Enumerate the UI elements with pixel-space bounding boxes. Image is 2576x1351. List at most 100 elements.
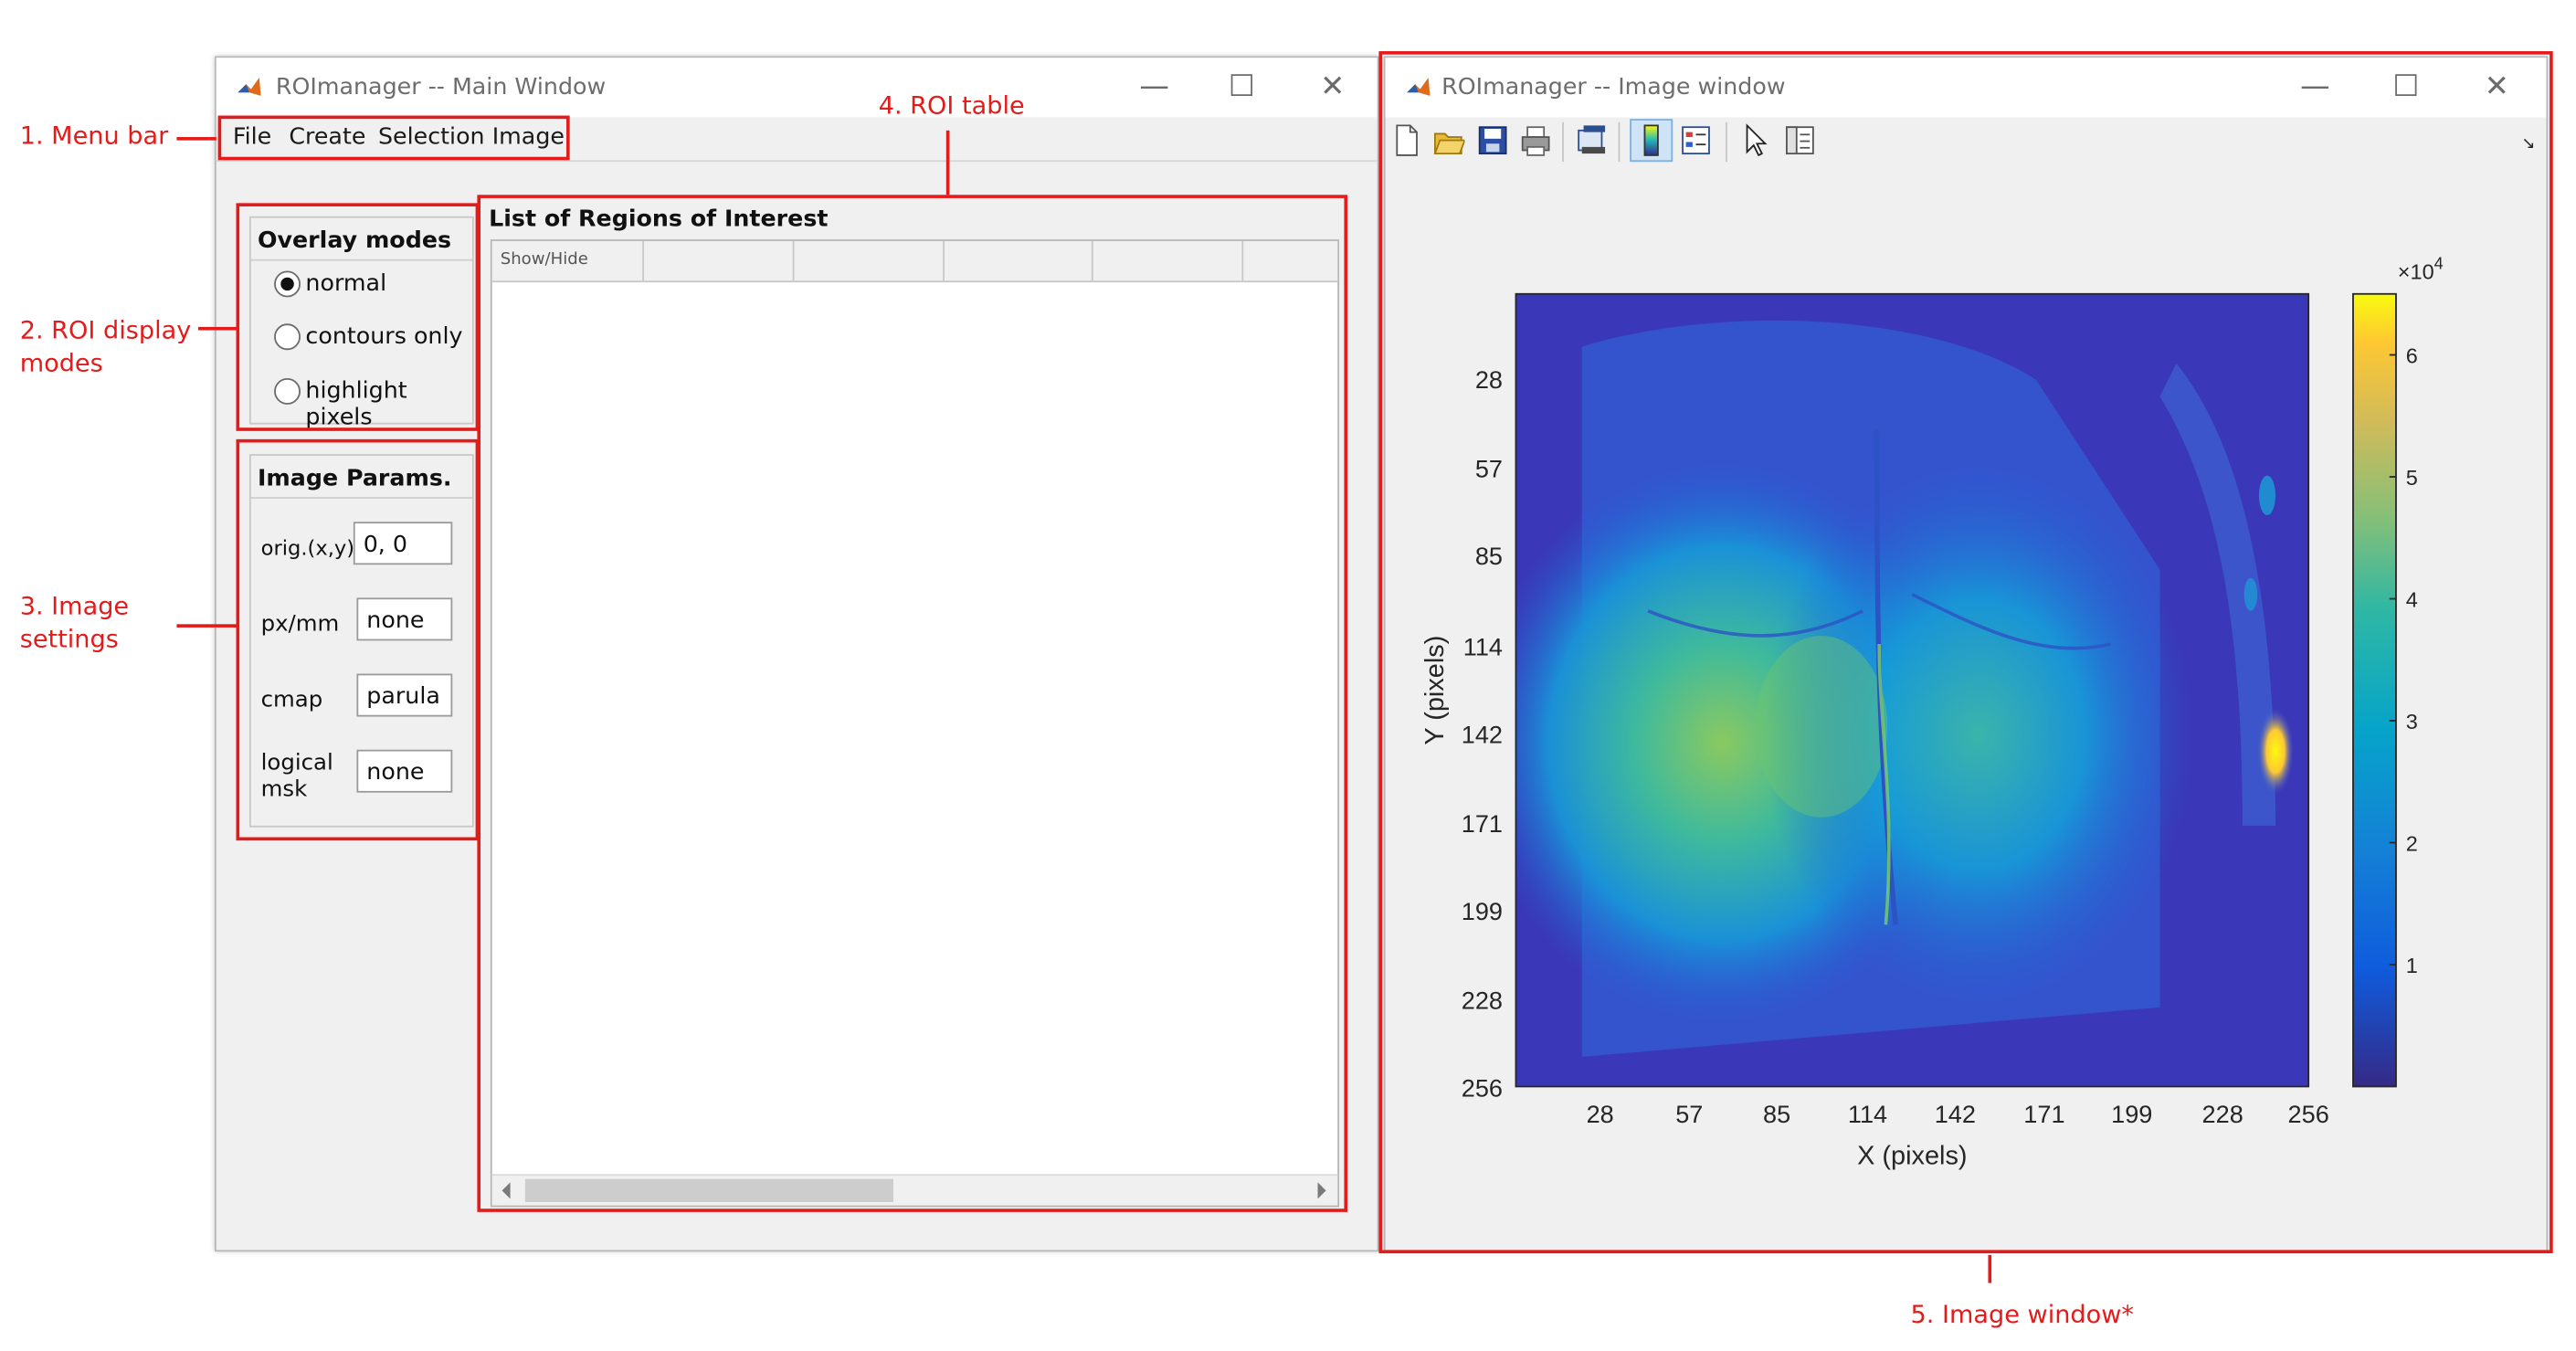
image-params-panel: Image Params. orig.(x,y) 0, 0 px/mm none… (248, 454, 474, 828)
new-figure-icon[interactable] (1390, 122, 1423, 159)
main-window: ROImanager -- Main Window — ☐ ✕ File Cre… (215, 56, 1379, 1252)
close-button[interactable]: ✕ (2484, 69, 2509, 104)
insert-legend-icon[interactable] (1679, 122, 1712, 159)
menu-create[interactable]: Create (289, 123, 366, 151)
roi-table[interactable]: Show/Hide (490, 239, 1340, 1208)
column-header[interactable] (1093, 240, 1244, 281)
orig-xy-field[interactable]: 0, 0 (353, 522, 453, 565)
logical-mask-field[interactable]: none (356, 749, 453, 793)
roi-table-header: Show/Hide (491, 240, 1338, 283)
minimize-button[interactable]: — (1139, 69, 1169, 104)
colorbar-ticks: 1 2 3 4 5 6 (2389, 344, 2418, 977)
colorbar-tick-label: 3 (2406, 710, 2418, 734)
image-params-highlight (236, 438, 480, 841)
x-tick-label: 57 (1675, 1100, 1703, 1128)
scrollbar-thumb[interactable] (524, 1178, 893, 1203)
px-per-mm-field[interactable]: none (356, 597, 453, 641)
radio-normal[interactable] (274, 270, 301, 298)
x-tick-label: 142 (1935, 1100, 1976, 1128)
annotation-image-window: 5. Image window* (1910, 1299, 2134, 1330)
panel-divider (250, 259, 473, 261)
open-file-icon[interactable] (1431, 122, 1465, 159)
main-window-title: ROImanager -- Main Window (275, 74, 607, 101)
y-tick-label: 256 (1462, 1073, 1503, 1102)
radio-contours-only-label: contours only (305, 323, 463, 351)
maximize-button[interactable]: ☐ (1228, 69, 1255, 104)
save-icon[interactable] (1476, 122, 1509, 159)
radio-contours-only[interactable] (274, 323, 301, 351)
colorbar-tick-label: 5 (2406, 466, 2418, 490)
logical-mask-label: logical msk (260, 749, 333, 803)
property-inspector-icon[interactable] (1783, 122, 1816, 159)
close-button[interactable]: ✕ (1320, 69, 1346, 104)
edit-plot-icon[interactable] (1739, 122, 1772, 159)
y-tick-label: 171 (1462, 809, 1503, 838)
menu-bar-highlight (217, 115, 570, 161)
scroll-right-arrow-icon[interactable] (1317, 1182, 1326, 1199)
overlay-modes-panel: Overlay modes normal contours only highl… (248, 216, 474, 431)
colorbar[interactable] (2352, 292, 2397, 1088)
connector-line (1988, 1254, 1992, 1283)
colorbar-tick-label: 1 (2406, 954, 2418, 977)
connector-line (176, 137, 216, 141)
y-axis: 28 57 85 114 142 171 199 228 256 (1462, 365, 1503, 1103)
column-header[interactable] (795, 240, 945, 281)
radio-normal-label: normal (305, 270, 387, 298)
maximize-button[interactable]: ☐ (2392, 69, 2420, 104)
dock-arrow-icon[interactable]: ↘ (2521, 135, 2536, 154)
annotation-image-settings: 3. Image settings (19, 591, 130, 654)
scroll-left-arrow-icon[interactable] (501, 1182, 511, 1199)
image-params-title: Image Params. (258, 465, 452, 492)
colorbar-tick-label: 2 (2406, 832, 2418, 856)
cmap-field[interactable]: parula (356, 673, 453, 717)
image-axes[interactable]: 28 57 85 114 142 171 199 228 256 X (pixe… (1384, 231, 2539, 1188)
link-plot-icon[interactable] (1576, 122, 1609, 159)
image-window-titlebar[interactable]: ROImanager -- Image window — ☐ ✕ (1385, 58, 2547, 118)
annotation-roi-display-modes: 2. ROI display modes (19, 315, 192, 378)
menu-bar: File Create Selection Image (216, 117, 1378, 163)
y-axis-label: Y (pixels) (1420, 636, 1450, 745)
toolbar-separator (1618, 121, 1621, 163)
annotation-menu-bar: 1. Menu bar (19, 120, 169, 151)
menu-selection[interactable]: Selection (377, 123, 485, 151)
menu-image[interactable]: Image (491, 123, 565, 151)
y-tick-label: 199 (1462, 897, 1503, 925)
toolbar-separator (1726, 121, 1727, 163)
print-icon[interactable] (1519, 122, 1552, 159)
horizontal-scrollbar[interactable] (491, 1174, 1338, 1206)
axes-frame (1515, 292, 2310, 1088)
colorbar-tick-label: 4 (2406, 588, 2418, 612)
y-tick-label: 228 (1462, 987, 1503, 1015)
radio-highlight-pixels-label: highlight pixels (305, 377, 407, 431)
radio-highlight-pixels[interactable] (274, 377, 301, 405)
x-tick-label: 199 (2111, 1100, 2152, 1128)
column-header-show-hide[interactable]: Show/Hide (492, 240, 645, 281)
menu-file[interactable]: File (232, 123, 272, 151)
main-window-titlebar[interactable]: ROImanager -- Main Window — ☐ ✕ (216, 58, 1378, 118)
x-axis-label: X (pixels) (1857, 1141, 1967, 1170)
overlay-modes-highlight (236, 203, 480, 431)
insert-colorbar-icon[interactable] (1635, 122, 1668, 159)
minimize-button[interactable]: — (2300, 69, 2330, 104)
x-tick-label: 228 (2202, 1100, 2243, 1128)
x-tick-label: 28 (1587, 1100, 1614, 1128)
y-tick-label: 28 (1475, 365, 1503, 394)
toolbar-separator (1562, 121, 1564, 163)
overlay-modes-title: Overlay modes (258, 227, 452, 255)
x-axis: 28 57 85 114 142 171 199 228 256 (1587, 1100, 2329, 1128)
fluorescence-image (1515, 293, 2309, 1087)
connector-line (176, 624, 237, 628)
image-window-highlight (1378, 51, 2553, 1254)
y-tick-label: 114 (1463, 633, 1503, 661)
x-tick-label: 85 (1763, 1100, 1790, 1128)
roi-table-highlight (477, 195, 1348, 1212)
orig-xy-label: orig.(x,y) (260, 534, 355, 560)
y-tick-label: 142 (1462, 720, 1503, 748)
image-window-title: ROImanager -- Image window (1441, 74, 1786, 101)
column-header[interactable] (644, 240, 795, 281)
column-header[interactable] (945, 240, 1093, 281)
roi-table-title: List of Regions of Interest (489, 206, 829, 233)
cmap-label: cmap (260, 687, 323, 713)
x-tick-label: 256 (2288, 1100, 2329, 1128)
y-tick-label: 85 (1475, 542, 1503, 570)
